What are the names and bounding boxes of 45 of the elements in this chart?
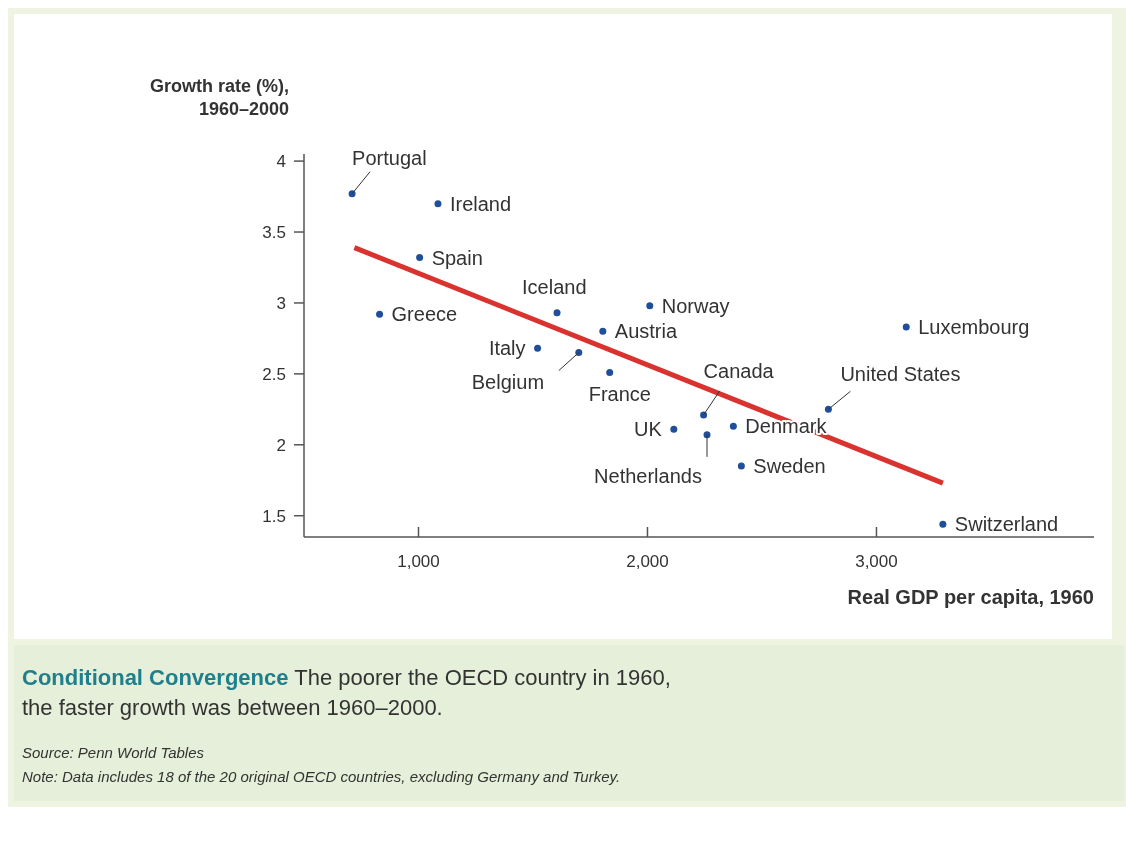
point (824, 405, 832, 413)
point (902, 323, 910, 331)
x-tick-label: 3,000 (855, 552, 898, 571)
annotation: Luxembourg (918, 316, 1030, 339)
x-tick-label: 1,000 (397, 552, 440, 571)
annotation: Netherlands (594, 464, 702, 487)
annotation: Spain (431, 246, 483, 269)
annotation: Belgium (471, 370, 545, 393)
annotation: United States (840, 363, 961, 386)
point (939, 520, 947, 528)
y-tick-label: 3 (276, 293, 286, 313)
annotation: UK (634, 418, 663, 441)
annotation: Portugal (352, 146, 427, 169)
y-tick-label: 3.5 (262, 223, 286, 243)
y-axis-title: Growth rate (%), 1960–2000 (149, 76, 289, 119)
x-tick-label: 2,000 (626, 552, 669, 571)
point (670, 425, 678, 433)
y-tick-label: 1.5 (262, 506, 286, 526)
point (606, 368, 614, 376)
text: Note: Data includes 18 of the 20 original OECD countries, excluding Germany and Turkey. (22, 767, 622, 787)
y-tick-label: 2.5 (262, 364, 286, 384)
annotation: Sweden (753, 455, 826, 478)
annotation: Greece (391, 303, 458, 326)
point (729, 422, 737, 430)
annotation: Iceland (522, 275, 587, 298)
x-axis-title: Real GDP per capita, 1960 (847, 586, 1094, 608)
point (599, 327, 607, 335)
text: Conditional Convergence (22, 665, 289, 690)
annotation: Canada (703, 360, 775, 383)
y-tick-label: 4 (276, 152, 286, 172)
source-note: Source: Penn World Tables (22, 743, 206, 763)
point (646, 302, 654, 310)
annotation: Italy (488, 337, 526, 360)
annotation: Norway (661, 294, 730, 317)
point (416, 254, 424, 262)
point (534, 344, 542, 352)
annotation: Austria (614, 320, 678, 343)
annotation: Ireland (449, 192, 512, 215)
point (434, 200, 442, 208)
point (376, 310, 384, 318)
y-tick-label: 2 (276, 435, 286, 455)
point (553, 309, 561, 317)
annotation: Switzerland (954, 513, 1059, 536)
point (737, 462, 745, 470)
annotation: France (588, 383, 651, 406)
